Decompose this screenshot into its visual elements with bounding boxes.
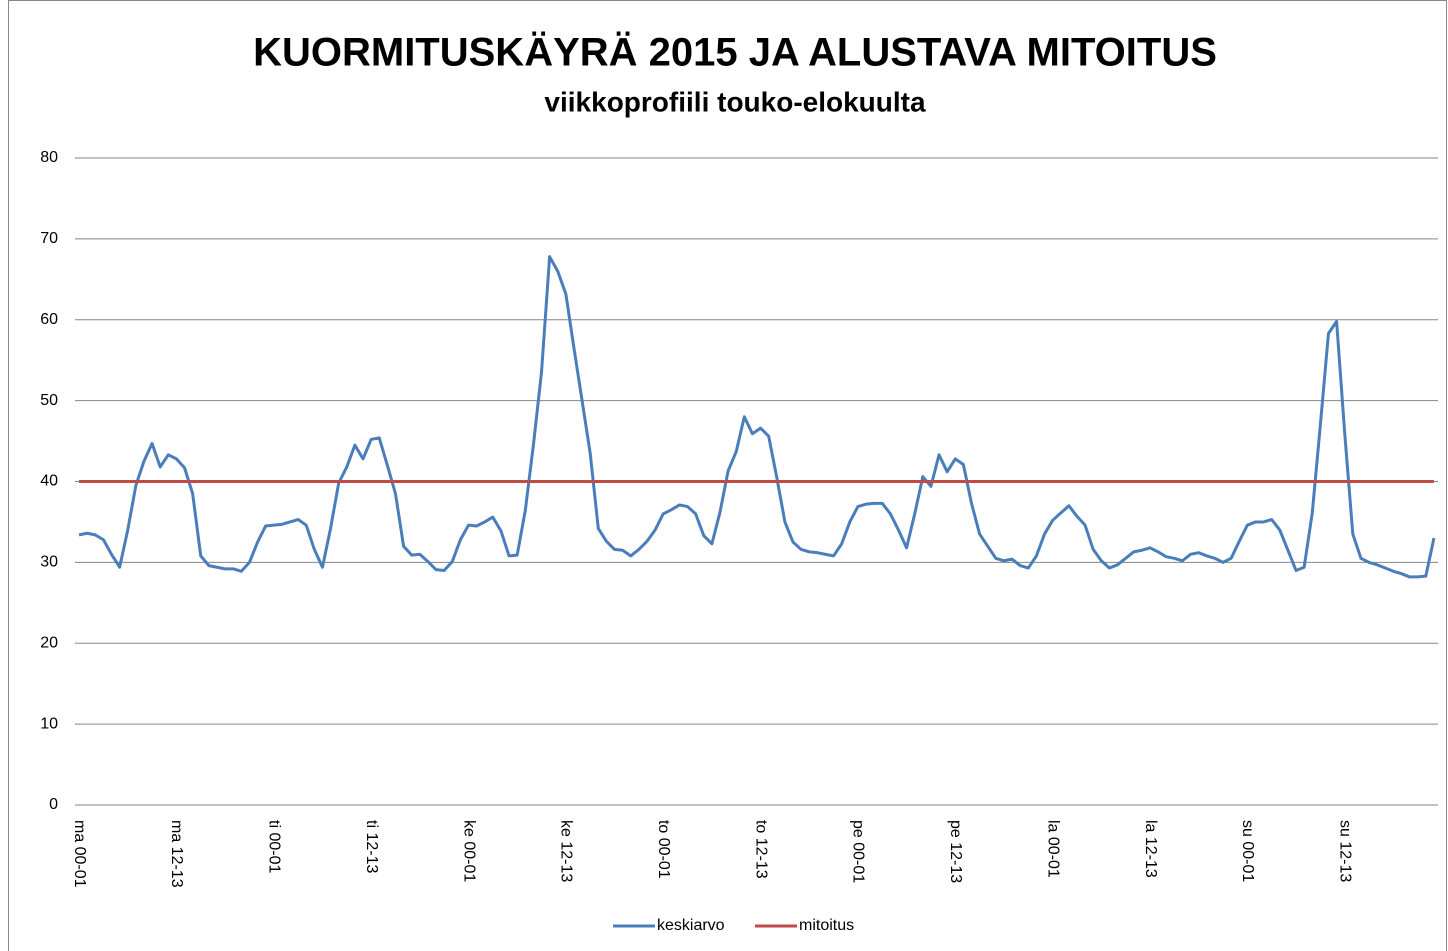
data-line: [78, 255, 1436, 579]
y-tick-label: 20: [40, 634, 58, 651]
x-tick-label: su 12-13: [1336, 820, 1353, 882]
x-tick-label: to 12-13: [752, 820, 769, 879]
y-tick-label: 80: [40, 149, 58, 166]
x-tick-label: ma 12-13: [168, 820, 185, 888]
x-tick-label: pe 12-13: [947, 820, 964, 883]
y-tick-label: 60: [40, 311, 58, 328]
chart-border: [8, 0, 1447, 951]
legend-label: mitoitus: [799, 917, 854, 934]
x-tick-label: la 00-01: [1044, 820, 1061, 878]
x-tick-label: la 12-13: [1142, 820, 1159, 878]
y-tick-label: 10: [40, 715, 58, 732]
legend-label: keskiarvo: [657, 917, 725, 934]
chart-subtitle: viikkoprofiili touko-elokuulta: [544, 86, 926, 117]
chart-title: KUORMITUSKÄYRÄ 2015 JA ALUSTAVA MITOITUS: [253, 31, 1217, 75]
x-tick-label: to 00-01: [655, 820, 672, 879]
x-tick-label: pe 00-01: [850, 820, 867, 883]
x-tick-label: ti 12-13: [363, 820, 380, 873]
x-tick-label: ti 00-01: [266, 820, 283, 873]
x-tick-label: ke 00-01: [460, 820, 477, 882]
y-tick-label: 30: [40, 554, 58, 571]
y-tick-label: 50: [40, 392, 58, 409]
y-tick-label: 40: [40, 473, 58, 490]
y-tick-label: 0: [49, 796, 58, 813]
x-tick-label: ke 12-13: [558, 820, 575, 882]
x-tick-label: ma 00-01: [71, 820, 88, 888]
x-tick-label: su 00-01: [1239, 820, 1256, 882]
y-tick-label: 70: [40, 230, 58, 247]
